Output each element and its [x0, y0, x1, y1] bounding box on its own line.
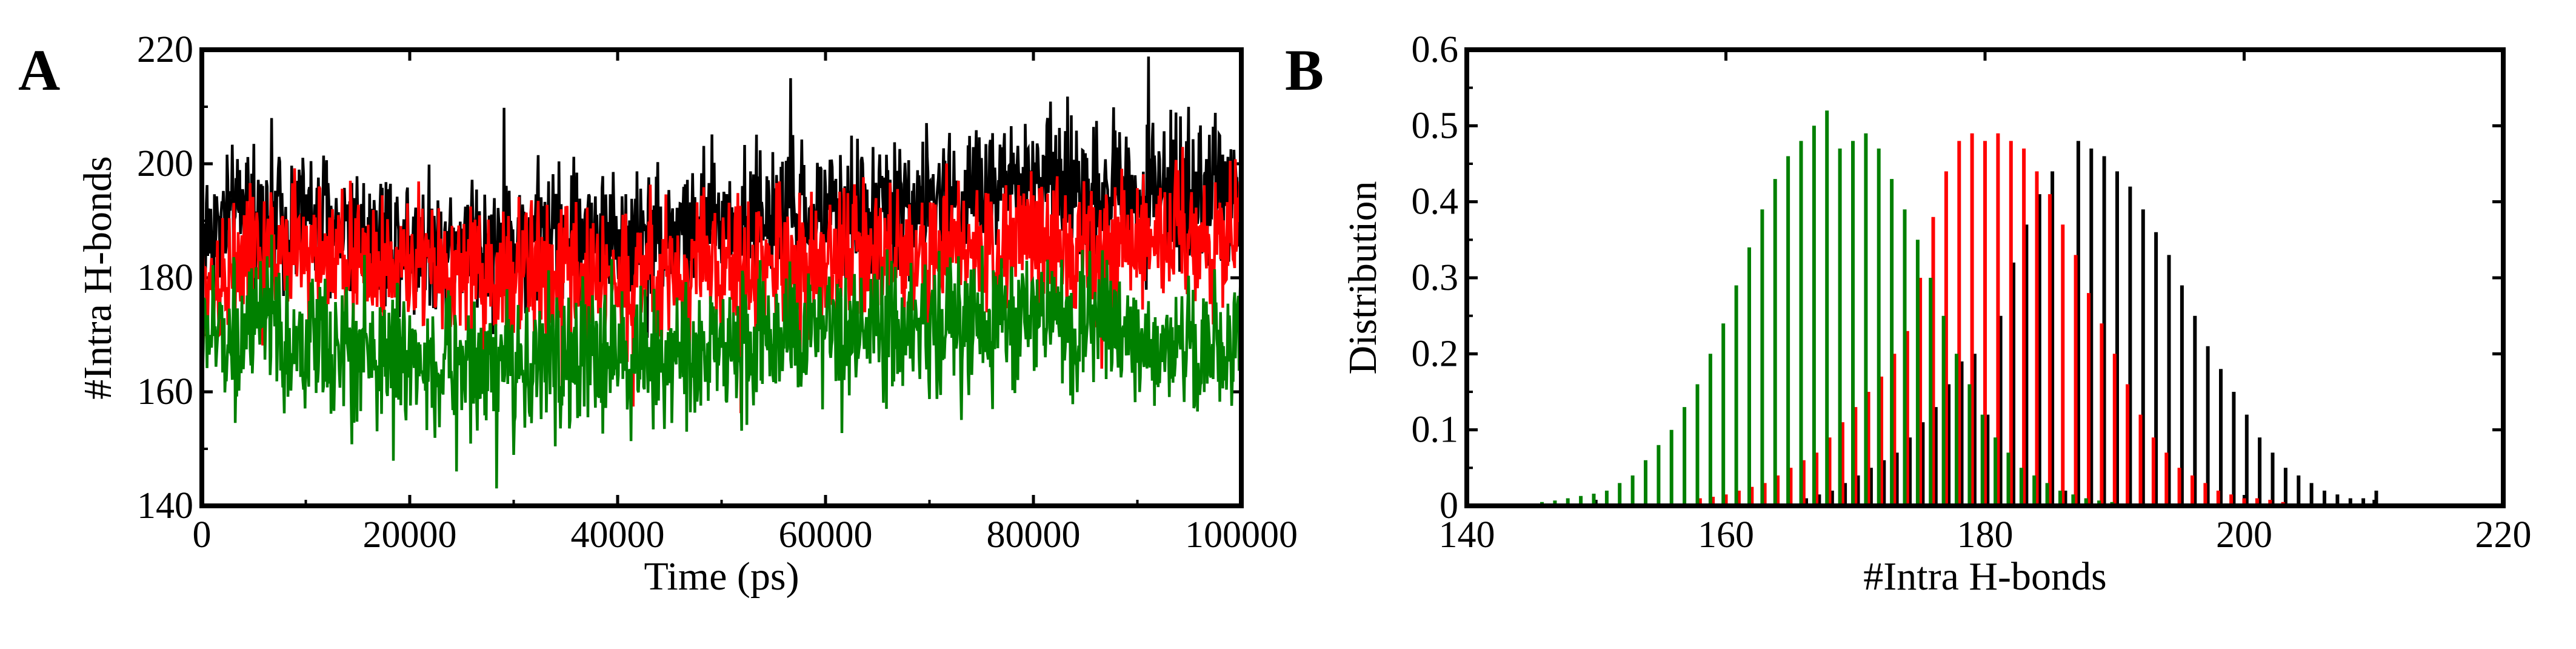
x-tick-label: 40000	[571, 514, 665, 556]
y-tick-label: 140	[137, 485, 193, 526]
x-tick-label: 180	[1957, 514, 2014, 556]
x-tick-label: 220	[2475, 514, 2532, 556]
y-axis-title: #Intra H-bonds	[76, 156, 120, 399]
series-line	[202, 234, 1241, 489]
y-tick-label: 0	[1440, 485, 1458, 526]
y-tick-label: 160	[137, 371, 193, 412]
panel-letter-a: A	[18, 38, 60, 103]
y-tick-label: 0.1	[1412, 409, 1459, 451]
panel-a-time-series: 0 20000 40000 60000 80000 100000 140 160 180 200 2…	[76, 29, 1298, 599]
x-tick-label: 100000	[1185, 514, 1298, 556]
x-axis-title: #Intra H-bonds	[1863, 554, 2106, 599]
x-tick-label: 20000	[363, 514, 457, 556]
y-tick-label: 0.6	[1412, 29, 1459, 70]
plot-frame-top	[199, 47, 1244, 508]
y-tick-label: 0.2	[1412, 333, 1459, 374]
x-tick-label: 60000	[779, 514, 873, 556]
y-tick-label: 0.4	[1412, 181, 1459, 223]
y-tick-label: 0.3	[1412, 257, 1459, 298]
y-tick-label: 180	[137, 257, 193, 298]
x-tick-label: 200	[2216, 514, 2272, 556]
panel-letter-b: B	[1285, 38, 1324, 103]
plot-frame-top	[1464, 47, 2506, 508]
y-tick-label: 200	[137, 143, 193, 184]
x-tick-label: 0	[193, 514, 212, 556]
y-tick-label: 0.5	[1412, 105, 1459, 146]
x-tick-label: 160	[1698, 514, 1754, 556]
panel-b-distribution: 140 160 180 200 220 0 0.1 0.2 0.3 0.4 0.5 0.6 #Intra…	[1341, 29, 2532, 599]
x-axis-title: Time (ps)	[644, 554, 799, 599]
y-tick-label: 220	[137, 29, 193, 70]
x-tick-label: 140	[1439, 514, 1495, 556]
x-tick-label: 80000	[987, 514, 1081, 556]
y-axis-title: Distribution	[1341, 181, 1385, 374]
